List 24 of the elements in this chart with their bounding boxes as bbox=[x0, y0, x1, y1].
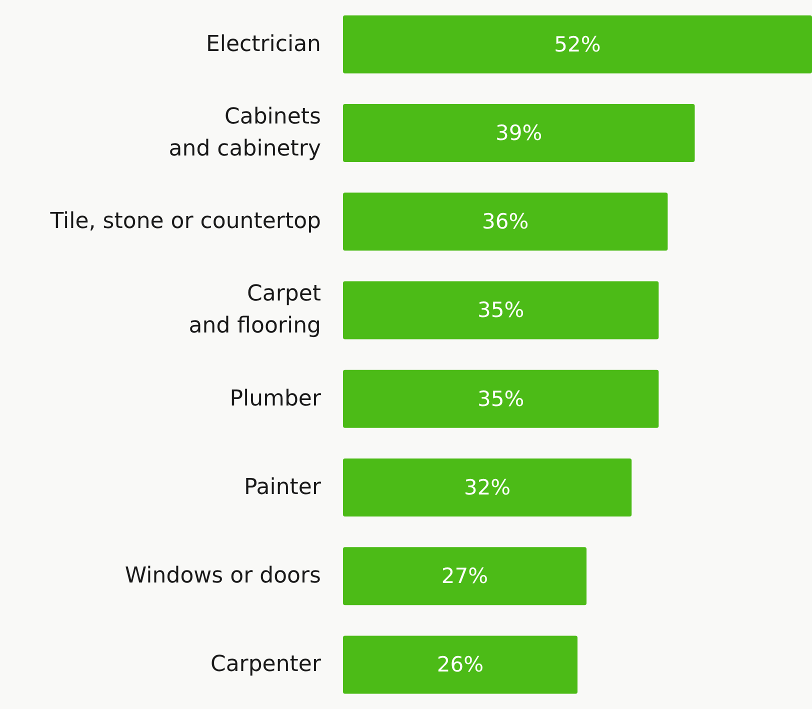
y-tick-label: Windows or doors bbox=[124, 564, 321, 589]
bar bbox=[343, 104, 695, 162]
y-tick-label: Painter bbox=[244, 474, 322, 500]
data-label: 35% bbox=[477, 298, 524, 322]
bar bbox=[343, 458, 632, 516]
y-tick-label: Tile, stone or countertop bbox=[49, 209, 321, 234]
data-label: 39% bbox=[496, 120, 542, 145]
bar bbox=[343, 636, 578, 694]
y-tick-label: Electrician bbox=[206, 32, 321, 57]
bar bbox=[343, 192, 668, 251]
bar bbox=[343, 15, 812, 74]
data-label: 52% bbox=[554, 32, 601, 56]
y-tick-label: Carpenter bbox=[210, 652, 322, 678]
data-label: 32% bbox=[464, 475, 511, 500]
bar bbox=[343, 547, 587, 606]
bar bbox=[343, 370, 659, 428]
y-tick-label: Carpet and flooring bbox=[188, 282, 322, 339]
y-tick-label: Cabinets and cabinetry bbox=[168, 104, 321, 162]
data-label: 35% bbox=[477, 386, 524, 411]
data-label: 27% bbox=[441, 564, 488, 588]
y-tick-label: Plumber bbox=[230, 386, 322, 412]
data-label: 26% bbox=[436, 652, 484, 677]
bar bbox=[343, 281, 659, 340]
data-label: 36% bbox=[482, 210, 529, 234]
